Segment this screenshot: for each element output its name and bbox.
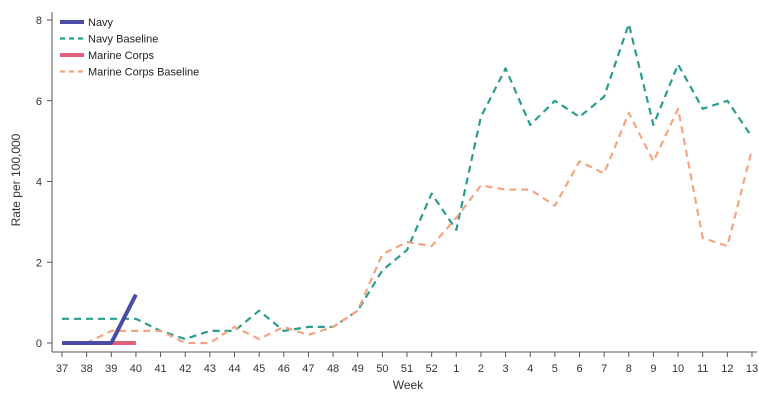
x-tick-label: 5 [552,363,558,375]
x-tick-label: 39 [105,363,117,375]
x-tick-label: 7 [601,363,607,375]
y-tick-label: 8 [36,15,42,27]
x-tick-label: 50 [376,363,388,375]
x-tick-label: 2 [478,363,484,375]
legend-label: Navy [88,17,114,29]
legend: Navy Navy Baseline Marine Corps Marine Corp… [60,17,199,79]
x-tick-label: 12 [721,363,733,375]
x-tick-label: 37 [56,363,68,375]
legend-label: Marine Corps [88,50,155,62]
x-tick-label: 51 [401,363,413,375]
x-tick-label: 41 [154,363,166,375]
x-tick-label: 4 [527,363,533,375]
series-line-navy [62,293,138,345]
x-tick-label: 13 [746,363,758,375]
y-tick-label: 0 [36,338,42,350]
x-tick-label: 10 [672,363,684,375]
plot-area [62,22,754,345]
y-tick-label: 2 [36,257,42,269]
series-line-navy-baseline [62,22,753,341]
y-tick-label: 6 [36,96,42,108]
y-axis-title: Rate per 100,000 [9,133,23,226]
x-tick-label: 11 [697,363,708,375]
x-tick-label: 49 [352,363,364,375]
x-tick-label: 40 [130,363,142,375]
x-tick-label: 9 [650,363,656,375]
x-tick-label: 8 [626,363,632,375]
x-tick-label: 38 [81,363,93,375]
x-tick-label: 47 [302,363,314,375]
legend-label: Marine Corps Baseline [88,67,199,79]
x-tick-label: 42 [179,363,191,375]
y-tick-label: 4 [36,177,42,189]
x-axis-ticks: 37 38 39 40 41 42 43 44 45 46 47 48 49 50 51 52 1 2 3 4 5 6 7 8… [56,352,758,375]
x-tick-label: 6 [576,363,582,375]
x-tick-label: 48 [327,363,339,375]
x-tick-label: 44 [228,363,240,375]
x-tick-label: 43 [204,363,216,375]
x-tick-label: 45 [253,363,265,375]
x-tick-label: 1 [453,363,459,375]
y-axis-ticks: 0 2 4 6 8 [36,15,52,350]
x-tick-label: 3 [503,363,509,375]
x-axis-title: Week [393,378,424,392]
x-tick-label: 46 [278,363,290,375]
legend-label: Navy Baseline [88,34,158,46]
series-line-marine-corps-baseline [62,107,754,345]
x-tick-label: 52 [426,363,438,375]
